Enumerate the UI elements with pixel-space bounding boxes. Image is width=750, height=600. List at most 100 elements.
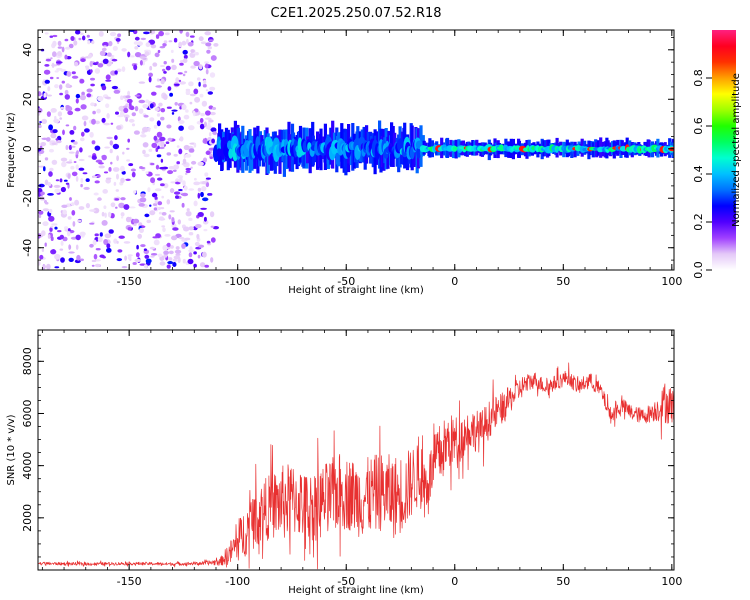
- noise-cell: [195, 52, 199, 56]
- noise-cell: [67, 110, 74, 116]
- noise-cell: [75, 98, 79, 104]
- noise-cell: [114, 198, 120, 201]
- noise-cell: [178, 79, 182, 83]
- noise-cell: [60, 186, 66, 193]
- noise-cell: [133, 41, 139, 45]
- x-tick-label: 100: [661, 275, 682, 288]
- x-tick-label: 50: [556, 275, 570, 288]
- noise-cell: [158, 30, 165, 37]
- noise-cell: [188, 81, 194, 87]
- noise-cell: [196, 77, 201, 81]
- noise-cell: [162, 68, 166, 72]
- noise-cell: [51, 223, 58, 226]
- noise-cell: [210, 225, 215, 228]
- noise-cell: [166, 152, 172, 156]
- noise-cell: [89, 69, 93, 73]
- noise-cell: [165, 65, 171, 71]
- noise-cell: [205, 69, 209, 75]
- noise-cell: [74, 107, 81, 112]
- noise-cell: [188, 125, 195, 131]
- noise-cell: [120, 95, 124, 100]
- noise-cell: [202, 220, 209, 225]
- noise-cell: [77, 219, 82, 223]
- noise-cell: [157, 253, 163, 258]
- noise-cell: [170, 49, 174, 54]
- noise-cell: [45, 58, 52, 62]
- spectrogram-heatmap: [38, 30, 674, 270]
- noise-cell: [96, 108, 101, 114]
- noise-cell: [171, 64, 177, 71]
- noise-cell: [60, 157, 68, 162]
- noise-cell: [116, 155, 119, 162]
- noise-cell: [65, 46, 71, 50]
- noise-cell: [106, 247, 112, 253]
- noise-cell: [88, 155, 92, 158]
- noise-cell: [185, 211, 192, 217]
- noise-cell: [167, 137, 173, 142]
- noise-cell: [115, 189, 120, 192]
- noise-cell: [125, 117, 128, 122]
- noise-cell: [78, 206, 85, 210]
- noise-cell: [50, 225, 54, 228]
- noise-cell: [212, 131, 217, 135]
- noise-cell: [152, 236, 159, 239]
- noise-cell: [207, 121, 211, 128]
- noise-cell: [134, 46, 139, 50]
- noise-cell: [112, 167, 120, 172]
- noise-cell: [121, 266, 128, 269]
- noise-cell: [181, 243, 186, 249]
- x-tick-label: 0: [451, 275, 458, 288]
- noise-cell: [200, 207, 208, 210]
- noise-cell: [193, 181, 201, 186]
- noise-cell: [102, 58, 109, 64]
- noise-cell: [197, 254, 201, 259]
- snr-x-axis-title: Height of straight line (km): [288, 585, 424, 596]
- colorbar-tick-label: 0.4: [692, 165, 705, 183]
- noise-cell: [49, 167, 54, 172]
- noise-cell: [82, 35, 86, 41]
- noise-cell: [184, 237, 191, 241]
- noise-cell: [106, 52, 112, 57]
- noise-cell: [79, 258, 84, 262]
- noise-cell: [85, 178, 90, 183]
- noise-cell: [55, 179, 60, 182]
- noise-cell: [110, 161, 113, 165]
- noise-cell: [168, 250, 174, 255]
- noise-cell: [74, 61, 79, 67]
- noise-cell: [62, 129, 65, 136]
- noise-cell: [104, 233, 112, 239]
- noise-cell: [131, 112, 136, 117]
- noise-cell: [213, 43, 219, 47]
- signal-core-cell: [297, 137, 303, 152]
- noise-cell: [198, 64, 203, 70]
- spectrogram-ticks: -150 -100 -50 0 50 100 -40 -20 0 20 40: [21, 30, 682, 288]
- noise-cell: [48, 171, 53, 177]
- noise-cell: [43, 93, 47, 98]
- colorbar: 0.0 0.2 0.4 0.6 0.8 Normalized spectral ampl…: [692, 30, 742, 279]
- spectrogram-panel: -150 -100 -50 0 50 100 -40 -20 0 20 40 Height of s…: [6, 29, 682, 296]
- noise-cell: [152, 203, 158, 207]
- noise-cell: [169, 188, 175, 194]
- noise-cell: [205, 89, 209, 92]
- noise-cell: [195, 224, 202, 229]
- noise-cell: [96, 174, 101, 178]
- noise-cell: [151, 142, 158, 149]
- noise-cell: [178, 41, 183, 48]
- noise-cell: [53, 118, 60, 124]
- noise-cell: [46, 263, 51, 270]
- y-tick-label: 40: [21, 43, 34, 57]
- snr-y-axis-title: SNR (10 * v/v): [6, 414, 17, 485]
- colorbar-tick-label: 0.8: [692, 69, 705, 87]
- x-tick-label: 50: [556, 575, 570, 588]
- noise-cell: [70, 36, 75, 41]
- noise-cell: [166, 124, 172, 129]
- noise-cell: [158, 146, 165, 150]
- noise-cell: [155, 34, 160, 39]
- noise-cell: [185, 167, 192, 171]
- noise-cell: [38, 153, 42, 156]
- noise-cell: [185, 109, 189, 113]
- noise-cell: [44, 157, 49, 161]
- noise-cell: [150, 177, 156, 184]
- noise-cell: [128, 118, 135, 123]
- noise-cell: [202, 197, 209, 202]
